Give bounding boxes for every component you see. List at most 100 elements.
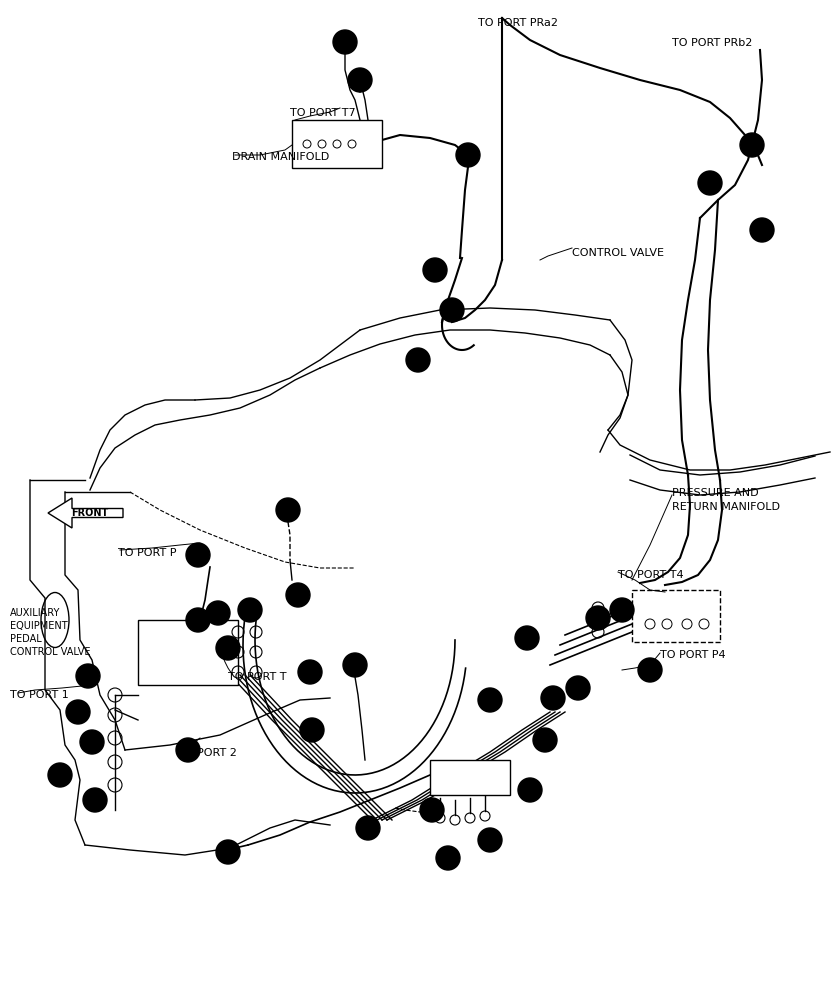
Circle shape [610,598,634,622]
Text: 8: 8 [295,590,301,600]
Circle shape [300,718,324,742]
Text: TO PORT 1: TO PORT 1 [10,690,69,700]
Circle shape [348,68,372,92]
Circle shape [518,778,542,802]
Text: 32: 32 [354,75,366,85]
Text: 2: 2 [445,853,451,863]
Text: 29: 29 [446,305,458,315]
FancyBboxPatch shape [138,620,238,685]
Circle shape [216,636,240,660]
Text: 13: 13 [306,725,318,735]
Text: 31: 31 [339,37,351,47]
Circle shape [541,686,565,710]
Text: TO PORT PRa2: TO PORT PRa2 [478,18,558,28]
Text: TO PORT P4: TO PORT P4 [660,650,726,660]
Circle shape [333,30,357,54]
Circle shape [478,828,502,852]
Text: 23: 23 [349,660,361,670]
Text: 5: 5 [307,667,313,677]
Polygon shape [48,498,123,528]
Text: FRONT: FRONT [71,508,108,518]
Text: TO PORT PRb2: TO PORT PRb2 [672,38,753,48]
Text: TO PORT T7: TO PORT T7 [290,108,355,118]
Circle shape [740,133,764,157]
Circle shape [456,143,480,167]
Text: 5: 5 [365,823,371,833]
Text: 11: 11 [244,605,256,615]
Text: 24: 24 [426,805,438,815]
Text: EQUIPMENT: EQUIPMENT [10,621,68,631]
Text: 10: 10 [192,615,204,625]
Text: 8: 8 [550,693,556,703]
Text: 12: 12 [222,643,234,653]
Text: RETURN MANIFOLD: RETURN MANIFOLD [672,502,780,512]
Text: 3: 3 [487,835,493,845]
Circle shape [80,730,104,754]
Text: 20: 20 [54,770,66,780]
Circle shape [566,676,590,700]
Text: 19: 19 [86,737,98,747]
Text: 16: 16 [182,745,194,755]
Circle shape [638,658,662,682]
Circle shape [533,728,557,752]
Text: PEDAL: PEDAL [10,634,42,644]
Text: 28: 28 [428,265,441,275]
Circle shape [216,840,240,864]
Text: 17: 17 [81,671,94,681]
Text: TO PORT T: TO PORT T [228,672,286,682]
Text: DRAIN MANIFOLD: DRAIN MANIFOLD [232,152,329,162]
Circle shape [83,788,107,812]
Circle shape [515,626,539,650]
Bar [430,760,510,795]
Text: 30: 30 [412,355,424,365]
Text: 26: 26 [746,140,759,150]
Text: 14: 14 [592,613,604,623]
Text: 7: 7 [647,665,654,675]
Circle shape [76,664,100,688]
Bar [632,590,720,642]
Circle shape [286,583,310,607]
Text: 30: 30 [462,150,474,160]
Text: 15: 15 [616,605,628,615]
Circle shape [698,171,722,195]
Circle shape [420,798,444,822]
Text: AUXILIARY: AUXILIARY [10,608,60,618]
Circle shape [48,763,72,787]
Text: 25: 25 [484,695,496,705]
Circle shape [356,816,380,840]
Circle shape [186,608,210,632]
Text: CONTROL VALVE: CONTROL VALVE [10,647,91,657]
Circle shape [238,598,262,622]
Circle shape [186,543,210,567]
Text: CONTROL VALVE: CONTROL VALVE [572,248,664,258]
Circle shape [423,258,447,282]
Text: 22: 22 [192,550,204,560]
Text: 23: 23 [281,505,294,515]
Text: 4: 4 [225,847,231,857]
Circle shape [206,601,230,625]
Text: 1: 1 [527,785,533,795]
Circle shape [176,738,200,762]
Circle shape [478,688,502,712]
Circle shape [586,606,610,630]
Circle shape [66,700,90,724]
Text: PRESSURE AND: PRESSURE AND [672,488,759,498]
Circle shape [343,653,367,677]
Circle shape [750,218,774,242]
Text: 18: 18 [72,707,84,717]
Text: 6: 6 [575,683,581,693]
Text: TO PORT T4: TO PORT T4 [618,570,684,580]
Text: TO PORT 2: TO PORT 2 [178,748,237,758]
Text: 27: 27 [704,178,717,188]
Text: TO PORT P: TO PORT P [118,548,176,558]
Circle shape [276,498,300,522]
Text: 9: 9 [215,608,221,618]
Text: 13: 13 [521,633,533,643]
Circle shape [298,660,322,684]
Circle shape [440,298,464,322]
Text: 25: 25 [756,225,769,235]
Text: 5: 5 [542,735,549,745]
Circle shape [436,846,460,870]
Text: 21: 21 [89,795,101,805]
Bar [292,120,382,168]
